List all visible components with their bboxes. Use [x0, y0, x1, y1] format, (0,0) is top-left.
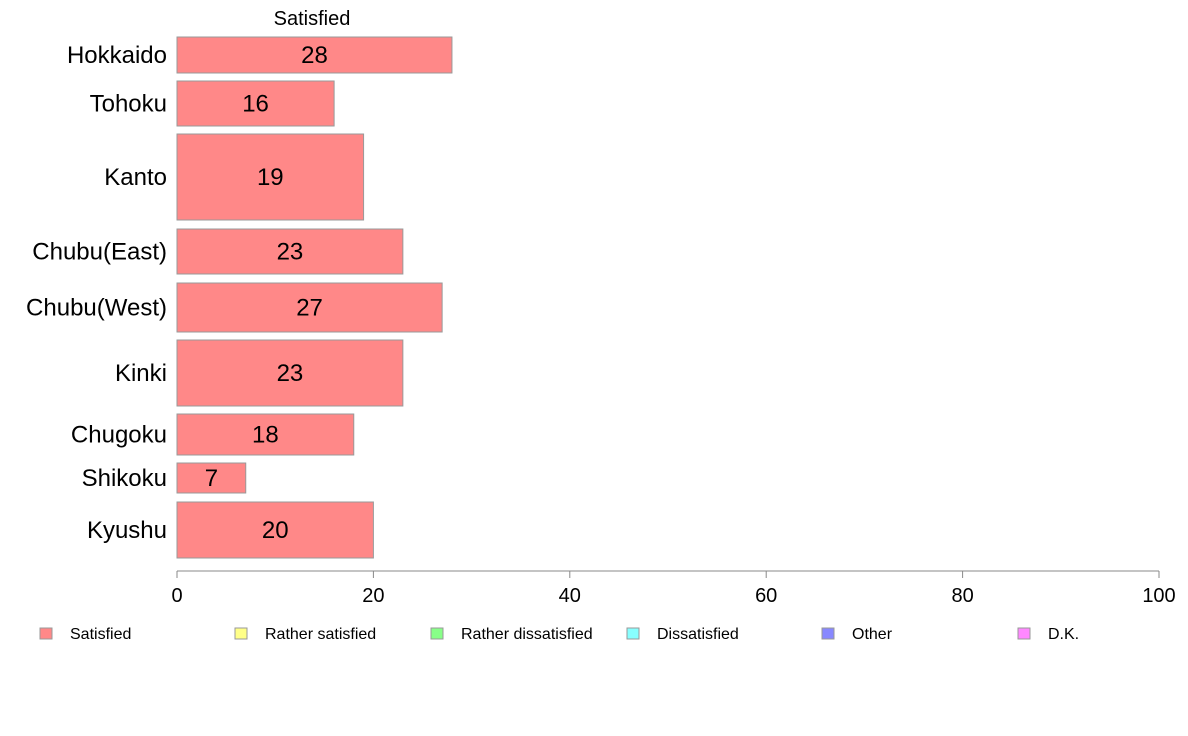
x-axis: 0 20 40 60 80 100	[171, 570, 1176, 607]
category-label: Hokkaido	[67, 42, 167, 69]
legend-label: Rather satisfied	[265, 626, 376, 643]
legend-label: Other	[852, 626, 893, 643]
bar-hokkaido	[176, 36, 453, 74]
legend: Satisfied Rather satisfied Rather dissatis…	[39, 626, 1079, 643]
bar-kinki	[176, 339, 404, 407]
legend-label: Rather dissatisfied	[461, 626, 593, 643]
bar-value-label: 28	[301, 42, 328, 69]
x-tick-label: 20	[362, 585, 384, 607]
legend-label: Satisfied	[70, 626, 131, 643]
legend-swatch	[1017, 627, 1031, 640]
category-label: Shikoku	[82, 465, 167, 492]
category-label: Kanto	[104, 164, 167, 191]
bar-chubu-east-	[176, 228, 404, 275]
x-tick-label: 40	[559, 585, 581, 607]
bar-value-label: 16	[242, 91, 269, 118]
category-label: Chubu(East)	[32, 239, 167, 266]
category-label: Tohoku	[90, 91, 167, 118]
bar-shikoku	[176, 462, 247, 494]
category-label: Chubu(West)	[26, 295, 167, 322]
category-label: Kinki	[115, 360, 167, 387]
bar-value-label: 23	[277, 239, 304, 266]
bars-group: Hokkaido 28 Tohoku 16 Kanto 19 Chubu(East) 23 Ch…	[26, 36, 453, 559]
legend-label: D.K.	[1048, 626, 1079, 643]
legend-swatch	[821, 627, 835, 640]
legend-swatch	[626, 627, 640, 640]
bar-value-label: 27	[296, 295, 323, 322]
x-tick-label: 60	[755, 585, 777, 607]
bar-tohoku	[176, 80, 335, 127]
bar-kanto	[176, 133, 365, 221]
x-tick-label: 80	[951, 585, 973, 607]
legend-swatch	[234, 627, 248, 640]
bar-chubu-west-	[176, 282, 443, 333]
bar-chugoku	[176, 413, 355, 456]
column-title: Satisfied	[274, 8, 351, 30]
bar-kyushu	[176, 501, 374, 559]
legend-label: Dissatisfied	[657, 626, 739, 643]
bar-value-label: 23	[277, 360, 304, 387]
legend-swatch	[430, 627, 444, 640]
bar-value-label: 19	[257, 164, 284, 191]
bar-value-label: 7	[205, 465, 218, 492]
x-tick-label: 0	[171, 585, 182, 607]
legend-swatch	[39, 627, 53, 640]
category-label: Kyushu	[87, 517, 167, 544]
bar-value-label: 20	[262, 517, 289, 544]
bar-value-label: 18	[252, 422, 279, 449]
category-label: Chugoku	[71, 422, 167, 449]
x-tick-label: 100	[1142, 585, 1175, 607]
